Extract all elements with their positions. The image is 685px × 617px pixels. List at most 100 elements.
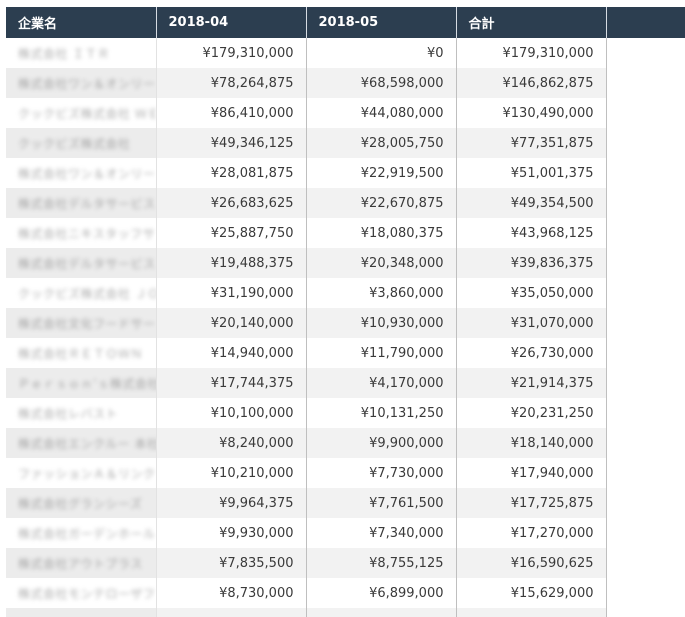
company-name-cell[interactable]: クックビズ株式会社 ＷＥＢ (6, 98, 157, 128)
value-total-cell[interactable]: ¥20,231,250 (456, 398, 607, 428)
company-name-cell[interactable]: 株式会社ワン＆オンリー (6, 68, 157, 98)
column-header-2018-05[interactable]: 2018-05 (306, 7, 457, 38)
company-name-cell[interactable]: 株式会社ガーデンホール (6, 518, 157, 548)
company-name-cell[interactable]: 株式会社ＲＥＴＯＷＮ (6, 338, 157, 368)
company-name-cell[interactable]: 株式会社デルタサービス (6, 248, 157, 278)
value-total-cell[interactable]: ¥15,629,000 (456, 578, 607, 608)
value-2018-05-cell[interactable]: ¥18,080,375 (306, 218, 457, 248)
value-total-cell[interactable]: ¥51,001,375 (456, 158, 607, 188)
value-2018-05-cell[interactable]: ¥11,790,000 (306, 338, 457, 368)
value-2018-05-cell[interactable]: ¥7,730,000 (306, 458, 457, 488)
table-row[interactable]: Ｐｅｒｓｏｎ’ｓ株式会社 ¥17,744,375 ¥4,170,000 ¥21,914… (6, 368, 607, 398)
value-2018-05-cell[interactable]: ¥28,005,750 (306, 128, 457, 158)
value-2018-05-cell[interactable]: ¥9,900,000 (306, 428, 457, 458)
table-row[interactable]: 株式会社デルタサービス ¥19,488,375 ¥20,348,000 ¥39,836… (6, 248, 607, 278)
value-2018-04-cell[interactable] (156, 608, 307, 617)
value-2018-05-cell[interactable]: ¥44,080,000 (306, 98, 457, 128)
value-total-cell[interactable]: ¥39,836,375 (456, 248, 607, 278)
table-row[interactable]: 株式会社ＲＥＴＯＷＮ ¥14,940,000 ¥11,790,000 ¥26,730,… (6, 338, 607, 368)
value-2018-04-cell[interactable]: ¥14,940,000 (156, 338, 307, 368)
value-total-cell[interactable] (456, 608, 607, 617)
table-row[interactable]: クックビズ株式会社 ＷＥＢ¥86,410,000¥44,080,000¥130,… (6, 98, 607, 128)
table-row[interactable]: 株式会社ガーデンホール ¥9,930,000 ¥7,340,000 ¥17,270,0… (6, 518, 607, 548)
value-total-cell[interactable]: ¥26,730,000 (456, 338, 607, 368)
value-2018-05-cell[interactable]: ¥7,340,000 (306, 518, 457, 548)
table-row[interactable]: 株式会社デルタサービス ¥26,683,625 ¥22,670,875 ¥49,354… (6, 188, 607, 218)
company-name-cell[interactable]: Ｐｅｒｓｏｎ’ｓ株式会社 (6, 368, 157, 398)
table-row[interactable]: ファッションＡ＆リンク ¥10,210,000 ¥7,730,000 ¥17,940,… (6, 458, 607, 488)
value-2018-05-cell[interactable]: ¥22,670,875 (306, 188, 457, 218)
value-total-cell[interactable]: ¥77,351,875 (456, 128, 607, 158)
value-total-cell[interactable]: ¥179,310,000 (456, 38, 607, 68)
value-2018-04-cell[interactable]: ¥86,410,000 (156, 98, 307, 128)
value-2018-04-cell[interactable]: ¥8,730,000 (156, 578, 307, 608)
company-name-cell[interactable]: 株式会社デルタサービス (6, 188, 157, 218)
value-total-cell[interactable]: ¥21,914,375 (456, 368, 607, 398)
value-2018-04-cell[interactable]: ¥10,100,000 (156, 398, 307, 428)
table-row[interactable]: クックビズ株式会社 ¥49,346,125 ¥28,005,750 ¥77,351,8… (6, 128, 607, 158)
company-name-cell[interactable]: 株式会社グランシーズ (6, 488, 157, 518)
value-2018-04-cell[interactable]: ¥49,346,125 (156, 128, 307, 158)
company-name-cell[interactable]: クックビズ株式会社 (6, 128, 157, 158)
company-name-cell[interactable]: 株式会社ワン＆オンリー (6, 158, 157, 188)
company-name-cell[interactable]: 株式会社エンクルー 本社 (6, 428, 157, 458)
value-2018-04-cell[interactable]: ¥78,264,875 (156, 68, 307, 98)
value-total-cell[interactable]: ¥17,725,875 (456, 488, 607, 518)
column-header-2018-04[interactable]: 2018-04 (156, 7, 307, 38)
value-total-cell[interactable]: ¥17,270,000 (456, 518, 607, 548)
company-name-cell[interactable]: 株式会社レバスト (6, 398, 157, 428)
value-2018-04-cell[interactable]: ¥25,887,750 (156, 218, 307, 248)
company-name-cell[interactable]: ファッションＡ＆リンク (6, 458, 157, 488)
value-2018-04-cell[interactable]: ¥19,488,375 (156, 248, 307, 278)
column-header-total[interactable]: 合計 (456, 7, 607, 38)
value-2018-05-cell[interactable]: ¥8,755,125 (306, 548, 457, 578)
company-name-cell[interactable]: 株式会社アウトプラス (6, 548, 157, 578)
value-total-cell[interactable]: ¥43,968,125 (456, 218, 607, 248)
value-total-cell[interactable]: ¥16,590,625 (456, 548, 607, 578)
value-total-cell[interactable]: ¥130,490,000 (456, 98, 607, 128)
value-2018-05-cell[interactable]: ¥0 (306, 38, 457, 68)
value-2018-05-cell[interactable]: ¥20,348,000 (306, 248, 457, 278)
table-row[interactable]: 株式会社 ＩＴＲ ¥179,310,000 ¥0 ¥179,310,000 (6, 38, 607, 68)
value-total-cell[interactable]: ¥146,862,875 (456, 68, 607, 98)
value-2018-05-cell[interactable]: ¥68,598,000 (306, 68, 457, 98)
value-2018-05-cell[interactable]: ¥7,761,500 (306, 488, 457, 518)
table-row[interactable]: 株式会社文化フードサー ¥20,140,000 ¥10,930,000 ¥31,070… (6, 308, 607, 338)
value-total-cell[interactable]: ¥31,070,000 (456, 308, 607, 338)
value-total-cell[interactable]: ¥18,140,000 (456, 428, 607, 458)
value-total-cell[interactable]: ¥49,354,500 (456, 188, 607, 218)
table-row[interactable]: クックビズ株式会社 ＪＯＢ¥31,190,000¥3,860,000¥35,05… (6, 278, 607, 308)
table-row[interactable]: 株式会社ワン＆オンリー ¥78,264,875 ¥68,598,000 ¥146,86… (6, 68, 607, 98)
value-2018-05-cell[interactable]: ¥10,930,000 (306, 308, 457, 338)
company-name-cell[interactable]: 株式会社モンテローザフ (6, 578, 157, 608)
company-name-cell[interactable]: 株式会社 ＩＴＲ (6, 38, 157, 68)
value-2018-05-cell[interactable]: ¥10,131,250 (306, 398, 457, 428)
table-row[interactable]: 株式会社モンテローザフ ¥8,730,000 ¥6,899,000 ¥15,629,0… (6, 578, 607, 608)
value-2018-04-cell[interactable]: ¥31,190,000 (156, 278, 307, 308)
value-2018-05-cell[interactable]: ¥22,919,500 (306, 158, 457, 188)
company-name-cell[interactable]: 株式会社文化フードサー (6, 308, 157, 338)
table-row[interactable]: 株式会社アウトプラス ¥7,835,500 ¥8,755,125 ¥16,590,62… (6, 548, 607, 578)
value-2018-04-cell[interactable]: ¥9,930,000 (156, 518, 307, 548)
table-row[interactable]: 株式会社グランシーズ ¥9,964,375 ¥7,761,500 ¥17,725,87… (6, 488, 607, 518)
company-name-cell[interactable]: クックビズ株式会社 ＪＯＢ (6, 278, 157, 308)
value-2018-04-cell[interactable]: ¥179,310,000 (156, 38, 307, 68)
value-2018-05-cell[interactable]: ¥3,860,000 (306, 278, 457, 308)
value-2018-05-cell[interactable]: ¥4,170,000 (306, 368, 457, 398)
value-total-cell[interactable]: ¥17,940,000 (456, 458, 607, 488)
table-row[interactable]: 株式会社レバスト ¥10,100,000 ¥10,131,250 ¥20,231,25… (6, 398, 607, 428)
table-row[interactable]: 株式会社ワン＆オンリー ¥28,081,875 ¥22,919,500 ¥51,001… (6, 158, 607, 188)
value-total-cell[interactable]: ¥35,050,000 (456, 278, 607, 308)
value-2018-04-cell[interactable]: ¥26,683,625 (156, 188, 307, 218)
value-2018-04-cell[interactable]: ¥7,835,500 (156, 548, 307, 578)
table-row[interactable] (6, 608, 607, 617)
value-2018-04-cell[interactable]: ¥20,140,000 (156, 308, 307, 338)
table-row[interactable]: 株式会社ニキスタッフサ ¥25,887,750 ¥18,080,375 ¥43,968… (6, 218, 607, 248)
value-2018-04-cell[interactable]: ¥17,744,375 (156, 368, 307, 398)
company-name-cell[interactable] (6, 608, 157, 617)
column-header-company[interactable]: 企業名 (6, 7, 157, 38)
value-2018-04-cell[interactable]: ¥28,081,875 (156, 158, 307, 188)
company-name-cell[interactable]: 株式会社ニキスタッフサ (6, 218, 157, 248)
value-2018-05-cell[interactable]: ¥6,899,000 (306, 578, 457, 608)
table-row[interactable]: 株式会社エンクルー 本社 ¥8,240,000 ¥9,900,000 ¥18,140,… (6, 428, 607, 458)
